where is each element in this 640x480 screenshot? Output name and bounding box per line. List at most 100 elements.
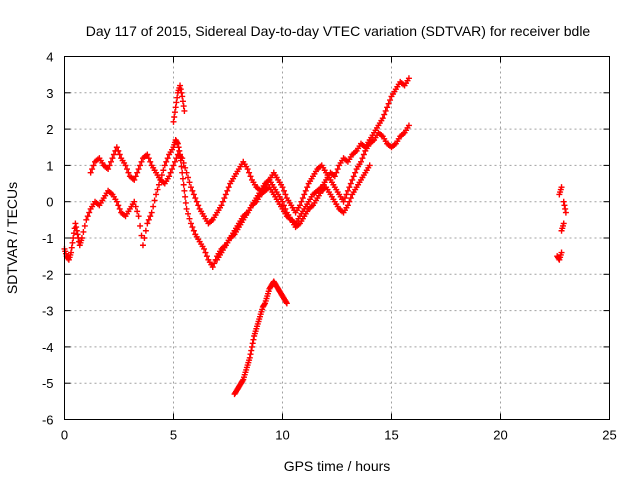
data-point: [183, 205, 190, 212]
data-point: [221, 195, 228, 202]
data-point: [106, 162, 113, 169]
data-points: [61, 75, 569, 398]
data-point: [405, 75, 412, 82]
data-point: [138, 158, 145, 165]
data-point: [177, 86, 184, 93]
data-point: [68, 249, 75, 256]
data-point: [182, 193, 189, 200]
data-point: [224, 187, 231, 194]
data-point: [366, 162, 373, 169]
data-point: [167, 169, 174, 176]
data-point: [110, 151, 117, 158]
y-tick-label: 4: [46, 50, 53, 65]
data-point: [141, 235, 148, 241]
data-point: [344, 202, 351, 209]
data-point: [203, 253, 210, 260]
data-point: [172, 104, 179, 111]
y-tick-label: 3: [46, 86, 53, 101]
data-point: [558, 184, 565, 191]
y-tick-label: 2: [46, 122, 53, 137]
y-axis-ticks: -6 -5 -4 -3 -2 -1 0 1 2 3 4: [42, 50, 610, 428]
data-point: [145, 216, 152, 223]
data-point: [178, 89, 185, 96]
data-point: [247, 351, 254, 358]
data-point: [181, 187, 188, 194]
data-point: [115, 202, 122, 209]
data-point: [186, 179, 193, 186]
data-point: [195, 202, 202, 209]
x-tick-label: 10: [275, 428, 289, 443]
data-point: [193, 198, 200, 205]
data-point: [261, 301, 268, 308]
data-point: [562, 209, 569, 216]
data-point: [131, 198, 138, 205]
data-point: [301, 191, 308, 198]
data-point: [139, 242, 146, 249]
data-point: [135, 213, 142, 220]
data-point: [151, 197, 158, 204]
data-point: [174, 140, 181, 147]
data-point: [562, 205, 569, 212]
data-point: [170, 118, 177, 125]
data-point: [347, 180, 354, 187]
data-point: [180, 159, 187, 166]
data-point: [381, 111, 388, 118]
data-point: [68, 244, 75, 251]
data-point: [78, 235, 85, 241]
data-point: [225, 184, 232, 191]
data-point: [331, 173, 338, 180]
data-point: [179, 93, 186, 100]
y-tick-label: -2: [42, 267, 54, 282]
data-point: [185, 210, 192, 217]
data-point: [558, 249, 565, 256]
data-point: [218, 202, 225, 209]
data-point: [186, 215, 193, 222]
data-point: [385, 100, 392, 107]
data-point: [142, 227, 149, 234]
data-point: [180, 181, 187, 188]
data-point: [70, 235, 77, 241]
data-point: [131, 176, 138, 183]
data-point: [341, 195, 348, 202]
data-point: [334, 166, 341, 173]
data-point: [163, 158, 170, 165]
data-point: [164, 155, 171, 162]
data-point: [280, 187, 287, 194]
x-axis-label: GPS time / hours: [284, 458, 391, 474]
grid-layer: [64, 56, 610, 420]
data-point: [344, 187, 351, 194]
data-point: [343, 191, 350, 198]
chart-title: Day 117 of 2015, Sidereal Day-to-day VTE…: [86, 23, 591, 39]
data-point: [561, 202, 568, 209]
data-point: [116, 205, 123, 212]
data-point: [175, 144, 182, 151]
x-tick-label: 15: [384, 428, 398, 443]
data-point: [246, 354, 253, 361]
x-tick-label: 0: [61, 428, 68, 443]
data-point: [115, 147, 122, 154]
data-point: [346, 184, 353, 191]
data-point: [86, 209, 93, 216]
data-point: [171, 158, 178, 165]
data-point: [145, 155, 152, 162]
data-point: [405, 122, 412, 129]
data-point: [144, 220, 151, 227]
data-point: [174, 94, 181, 101]
data-point: [192, 195, 199, 202]
data-point: [83, 216, 90, 223]
data-point: [113, 144, 120, 151]
data-point: [144, 151, 151, 158]
data-point: [211, 260, 218, 267]
data-point: [340, 198, 347, 205]
data-point: [219, 198, 226, 205]
data-point: [298, 198, 305, 205]
data-point: [89, 166, 96, 173]
data-point: [247, 173, 254, 180]
data-point: [122, 162, 129, 169]
data-point: [379, 115, 386, 122]
data-point: [173, 99, 180, 106]
data-point: [150, 203, 157, 210]
data-point: [185, 174, 192, 181]
data-point: [81, 222, 88, 229]
data-point: [109, 155, 116, 162]
